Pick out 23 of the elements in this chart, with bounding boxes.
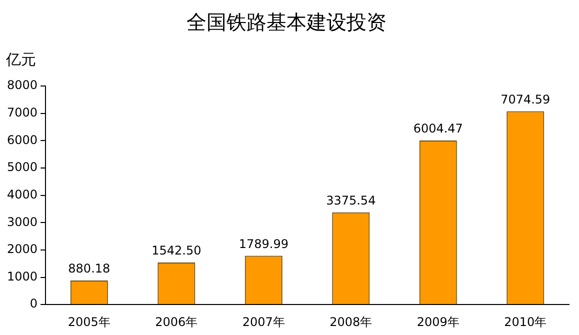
x-tick-label: 2010年	[504, 314, 547, 329]
x-tick-label: 2006年	[155, 314, 198, 329]
x-tick-label: 2007年	[242, 314, 285, 329]
data-label: 7074.59	[500, 92, 550, 106]
y-tick-label: 3000	[6, 214, 38, 229]
y-tick-label: 2000	[6, 242, 38, 256]
y-axis-title: 亿元	[5, 50, 36, 68]
data-label: 1542.50	[152, 244, 202, 258]
chart-title: 全国铁路基本建设投资	[186, 10, 386, 34]
y-tick-label: 7000	[6, 105, 38, 120]
x-tick-label: 2005年	[68, 314, 110, 329]
x-tick-label: 2009年	[416, 314, 460, 329]
data-label: 3375.54	[326, 193, 376, 208]
y-tick-label: 6000	[6, 132, 38, 147]
y-tick-label: 0	[30, 296, 38, 311]
data-label: 1789.99	[238, 236, 288, 251]
y-tick-label: 1000	[6, 269, 38, 284]
data-label: 6004.47	[413, 122, 463, 136]
x-tick-label: 2008年	[330, 314, 372, 329]
data-label: 880.18	[68, 262, 110, 276]
y-tick-label: 4000	[6, 187, 38, 202]
y-tick-label: 5000	[6, 160, 38, 174]
y-tick-label: 8000	[6, 78, 38, 92]
